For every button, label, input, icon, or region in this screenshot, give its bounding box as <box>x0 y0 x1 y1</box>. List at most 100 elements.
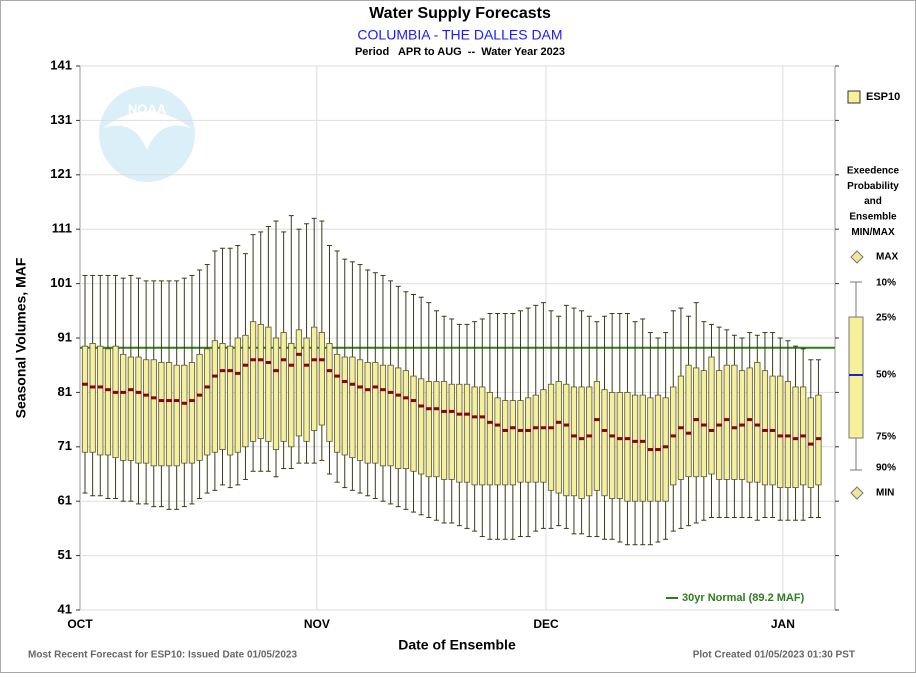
exceedance-label: MAX <box>876 252 899 263</box>
legend-swatch <box>847 90 861 104</box>
legend-box <box>848 316 864 439</box>
box <box>234 337 241 453</box>
box <box>402 370 409 469</box>
box <box>616 391 623 499</box>
box <box>257 323 264 440</box>
y-tick-label: 71 <box>58 438 72 453</box>
box <box>777 375 784 488</box>
exceedance-title: Exeedence <box>847 166 900 177</box>
box <box>486 391 494 486</box>
y-tick-label: 61 <box>58 493 72 508</box>
box <box>372 362 379 464</box>
box <box>127 356 134 461</box>
box <box>227 345 234 456</box>
box <box>631 394 639 502</box>
box <box>135 356 142 464</box>
box <box>395 367 402 469</box>
x-tick-label: NOV <box>304 617 330 631</box>
exceedance-title: Probability <box>847 181 899 192</box>
box <box>249 321 257 442</box>
box <box>341 356 348 456</box>
y-tick-label: 51 <box>58 547 72 562</box>
box <box>463 383 471 483</box>
box <box>693 367 700 478</box>
box <box>509 400 516 486</box>
box <box>448 383 455 480</box>
box <box>288 343 295 448</box>
box <box>708 356 715 475</box>
box <box>272 337 280 450</box>
box <box>379 364 387 467</box>
box <box>456 383 463 483</box>
box <box>364 362 371 464</box>
footer-right: Plot Created 01/05/2023 01:30 PST <box>693 650 855 661</box>
max-diamond <box>850 250 864 264</box>
box <box>280 332 287 442</box>
box <box>181 364 188 464</box>
box <box>204 348 211 456</box>
exceedance-label: 10% <box>876 278 896 289</box>
box <box>410 375 417 472</box>
y-tick-label: 101 <box>50 275 72 290</box>
chart-title: Water Supply Forecasts <box>369 5 551 22</box>
min-diamond <box>850 486 864 500</box>
box <box>143 359 150 464</box>
box <box>555 381 562 494</box>
y-tick-label: 91 <box>58 329 72 344</box>
box <box>334 353 341 453</box>
box <box>295 329 303 437</box>
box <box>563 383 570 497</box>
box <box>418 378 425 475</box>
box <box>601 389 608 497</box>
box <box>517 400 524 483</box>
box <box>723 364 730 480</box>
logo-bird <box>103 111 191 150</box>
box <box>165 362 173 467</box>
box <box>97 345 104 456</box>
exceedance-label: 50% <box>876 370 896 381</box>
y-tick-label: 131 <box>50 112 72 127</box>
logo-text: NOAA <box>128 101 167 116</box>
box <box>440 381 448 480</box>
box <box>609 391 616 499</box>
box <box>593 381 600 491</box>
box <box>311 326 318 431</box>
box <box>624 391 631 502</box>
box <box>570 386 578 497</box>
box <box>158 362 165 467</box>
x-tick-label: DEC <box>533 617 559 631</box>
box <box>349 356 356 459</box>
y-tick-label: 141 <box>50 57 72 72</box>
box <box>731 364 738 480</box>
box <box>433 381 440 478</box>
box <box>89 343 96 453</box>
box <box>326 343 333 442</box>
box <box>211 340 218 453</box>
box <box>356 359 364 461</box>
box <box>578 386 585 499</box>
legend-label: ESP10 <box>866 91 900 103</box>
box <box>303 337 310 442</box>
y-tick-label: 111 <box>52 221 72 236</box>
box <box>120 353 127 461</box>
box <box>479 386 486 486</box>
footer-left: Most Recent Forecast for ESP10: Issued D… <box>28 650 297 661</box>
x-tick-label: OCT <box>67 617 93 631</box>
box <box>639 394 646 502</box>
box <box>150 359 157 467</box>
box <box>540 389 547 483</box>
exceedance-label: 90% <box>876 463 896 474</box>
box <box>219 343 226 450</box>
box <box>662 397 669 502</box>
exceedance-title: and <box>864 196 882 207</box>
box <box>754 362 761 483</box>
box <box>173 364 180 467</box>
x-axis-title: Date of Ensemble <box>398 637 516 653</box>
exceedance-label: MIN <box>876 488 894 499</box>
box <box>81 345 89 453</box>
y-tick-label: 41 <box>58 601 72 616</box>
box <box>318 332 325 426</box>
box <box>746 367 753 483</box>
x-tick-label: JAN <box>771 617 795 631</box>
exceedance-label: 25% <box>876 313 896 324</box>
